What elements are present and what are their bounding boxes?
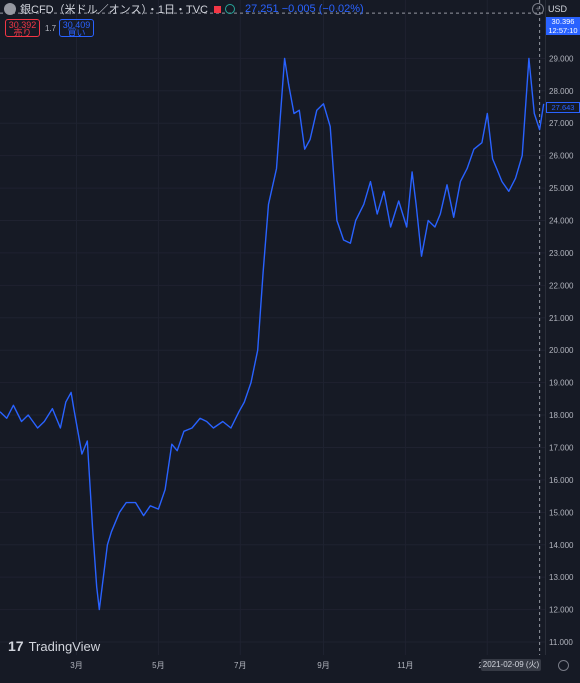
crosshair-price: 30.396 <box>551 17 575 26</box>
y-tick-label: 25.000 <box>549 184 574 193</box>
y-tick-label: 26.000 <box>549 152 574 161</box>
buy-price: 30.409 <box>62 20 91 30</box>
crosshair-time: 12:57:10 <box>548 26 578 35</box>
eye-icon[interactable] <box>225 4 236 14</box>
y-tick-label: 17.000 <box>549 443 574 452</box>
settings-gear-icon[interactable] <box>558 660 569 671</box>
x-tick-label: 9月 <box>317 661 329 670</box>
y-tick-label: 14.000 <box>549 541 574 550</box>
tradingview-logo[interactable]: 17 TradingView <box>8 638 100 654</box>
chart-header: 銀CFD（米ドル／オンス）・1日・TVC 27.251 −0.005 (−0.0… <box>4 2 364 16</box>
y-tick-label: 21.000 <box>549 314 574 323</box>
series-line <box>0 57 545 611</box>
silver-symbol-icon <box>4 3 16 15</box>
y-tick-label: 18.000 <box>549 411 574 420</box>
y-tick-label: 12.000 <box>549 606 574 615</box>
sell-button[interactable]: 30.392 売り <box>5 19 40 38</box>
y-tick-label: 24.000 <box>549 216 574 225</box>
logo-text: TradingView <box>28 638 101 654</box>
x-tick-label: 11月 <box>397 661 413 670</box>
y-tick-label: 15.000 <box>549 508 574 517</box>
sell-label: 売り <box>13 28 32 38</box>
sell-price: 30.392 <box>8 20 37 30</box>
y-tick-label: 19.000 <box>549 379 574 388</box>
price-scale[interactable] <box>545 0 580 655</box>
y-tick-label: 27.000 <box>549 119 574 128</box>
y-tick-label: 13.000 <box>549 573 574 582</box>
y-tick-label: 23.000 <box>549 249 574 258</box>
x-tick-label: 7月 <box>234 661 246 670</box>
last-price-tag: 27.643 <box>546 102 580 113</box>
tradingview-logo-icon: 17 <box>8 638 24 654</box>
symbol-title[interactable]: 銀CFD（米ドル／オンス）・1日・TVC <box>20 4 209 16</box>
spread-value: 1.7 <box>45 24 57 33</box>
price-line <box>0 57 545 611</box>
y-tick-label: 11.000 <box>549 638 573 647</box>
price-axis-labels: 11.000 12.000 13.000 14.000 15.000 16.000 17.0… <box>549 54 574 647</box>
currency-label[interactable]: USD <box>548 4 568 14</box>
buy-label: 買い <box>67 28 86 38</box>
y-tick-label: 22.000 <box>549 281 574 290</box>
crosshair-date-tag: 2021-02-09 (火) <box>481 659 541 671</box>
y-tick-label: 29.000 <box>549 54 574 63</box>
x-tick-label: 5月 <box>152 661 164 670</box>
x-tick-label: 3月 <box>70 661 82 670</box>
ohlc-values: 27.251 −0.005 (−0.02%) <box>245 3 364 15</box>
y-tick-label: 16.000 <box>549 476 574 485</box>
y-tick-label: 20.000 <box>549 346 574 355</box>
add-plus-icon[interactable]: + <box>532 3 544 15</box>
time-axis-labels: 3月5月7月9月11月2021 <box>70 661 496 670</box>
chart-grid <box>0 0 545 655</box>
crosshair-price-tag: 30.396 12:57:10 <box>546 17 580 35</box>
y-tick-label: 28.000 <box>549 87 574 96</box>
flag-icon[interactable] <box>214 5 222 13</box>
buy-button[interactable]: 30.409 買い <box>59 19 94 38</box>
